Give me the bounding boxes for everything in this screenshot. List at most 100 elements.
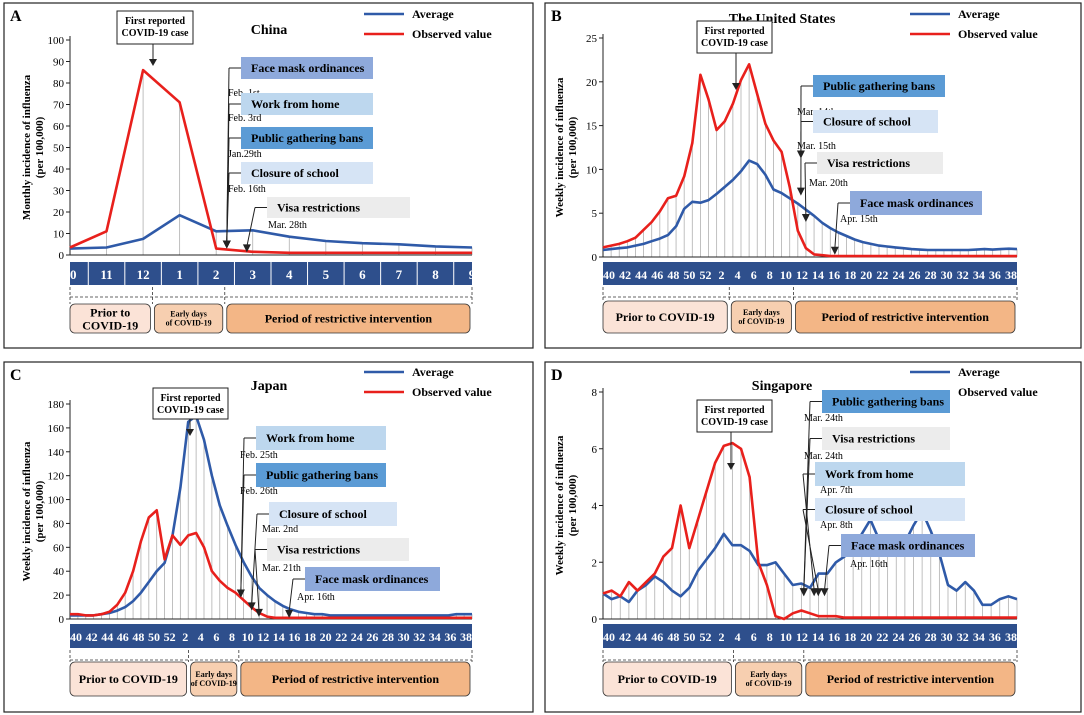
x-tick-label: 44 <box>635 630 647 644</box>
x-tick-label: 42 <box>86 630 98 644</box>
x-tick-label: 12 <box>796 630 808 644</box>
x-tick-label: 46 <box>651 630 663 644</box>
x-tick-label: 4 <box>198 630 204 644</box>
intervention-box <box>267 197 410 218</box>
legend-average-label: Average <box>412 7 454 21</box>
intervention-date: Apr. 15th <box>840 214 878 225</box>
first-case-line2: COVID-19 case <box>701 38 768 49</box>
x-tick-label: 32 <box>957 630 969 644</box>
y-tick-label: 180 <box>48 399 65 411</box>
intervention-label: Visa restrictions <box>277 201 360 215</box>
intervention-label: Work from home <box>825 467 914 481</box>
intervention-box <box>841 534 975 557</box>
x-tick-label: 6 <box>751 630 757 644</box>
first-case-box <box>696 20 773 54</box>
legend-average-label: Average <box>958 7 1000 21</box>
y-tick-label: 20 <box>586 77 598 89</box>
intervention-box <box>850 191 982 215</box>
x-tick-label: 38 <box>460 630 472 644</box>
first-case-arrow-head <box>732 83 740 90</box>
phase-restrictive: Period of restrictive intervention <box>805 661 1016 697</box>
series-average-line <box>69 213 473 250</box>
x-tick-label: 10 <box>780 630 792 644</box>
intervention-box <box>269 502 397 526</box>
x-tick-label: 14 <box>273 630 285 644</box>
first-case-line1: First reported <box>704 405 765 416</box>
intervention-arrow-head <box>242 244 251 253</box>
intervention-box <box>267 538 409 561</box>
intervention-annotation: Visa restrictions Mar. 21th <box>254 538 409 617</box>
intervention-annotation: Closure of school Mar. 2nd <box>247 502 397 611</box>
intervention-arrow-head <box>814 588 823 597</box>
x-tick-label: 18 <box>844 630 856 644</box>
intervention-arrow-line <box>834 202 839 249</box>
phase-box <box>602 300 728 334</box>
intervention-date: Apr. 16th <box>297 592 335 603</box>
intervention-label: Public gathering bans <box>251 131 363 145</box>
intervention-box <box>256 426 386 450</box>
x-tick-label: 30 <box>941 630 953 644</box>
intervention-label: Public gathering bans <box>266 468 378 482</box>
first-case-line2: COVID-19 case <box>122 28 189 39</box>
intervention-arrow-line <box>254 549 260 611</box>
intervention-box <box>813 75 945 97</box>
x-tick-label: 20 <box>860 268 872 282</box>
x-tick-label: 46 <box>117 630 129 644</box>
x-tick-label: 20 <box>320 630 332 644</box>
x-tick-label: 24 <box>892 268 904 282</box>
x-tick-label: 5 <box>323 267 330 282</box>
x-tick-label: 2 <box>182 630 188 644</box>
panel-frame <box>544 2 1082 349</box>
intervention-date: Feb. 16th <box>228 184 266 195</box>
intervention-arrow-head <box>820 588 829 597</box>
legend-average-label: Average <box>412 365 454 379</box>
x-tick-label: 11 <box>100 267 112 282</box>
intervention-box <box>241 162 373 184</box>
intervention-label: Face mask ordinances <box>860 196 974 210</box>
intervention-box <box>241 57 373 79</box>
x-tick-label: 40 <box>603 268 615 282</box>
intervention-box <box>815 462 965 486</box>
y-tick-label: 20 <box>53 590 65 602</box>
intervention-arrow-head <box>247 602 256 611</box>
intervention-arrow-head <box>830 246 839 255</box>
intervention-arrow-head <box>796 187 805 196</box>
x-tick-label: 30 <box>398 630 410 644</box>
x-tick-label: 12 <box>257 630 269 644</box>
x-tick-label: 4 <box>735 630 741 644</box>
intervention-label: Closure of school <box>279 507 367 521</box>
panel-frame <box>544 361 1082 713</box>
y-tick-label: 100 <box>48 35 65 47</box>
intervention-label: Closure of school <box>825 503 913 517</box>
intervention-date: Jan.29th <box>228 149 262 160</box>
x-tick-label: 50 <box>683 268 695 282</box>
x-tick-label: 6 <box>359 267 366 282</box>
phase-box <box>240 661 471 697</box>
x-tick-label: 34 <box>429 630 441 644</box>
phase-box <box>735 661 803 697</box>
intervention-date: Mar. 28th <box>268 220 307 231</box>
x-tick-label: 26 <box>909 268 921 282</box>
y-tick-label: 4 <box>592 501 598 513</box>
intervention-arrow-line <box>802 509 819 591</box>
intervention-arrow-line <box>804 162 807 216</box>
phase-prior: Prior to COVID-19 <box>602 300 728 334</box>
x-tick-label: 10 <box>242 630 254 644</box>
intervention-annotation: Public gathering bans Feb. 26th <box>236 463 386 598</box>
x-tick-label: 52 <box>699 630 711 644</box>
x-tick-label: 40 <box>603 630 615 644</box>
intervention-annotation: Face mask ordinances Apr. 15th <box>830 191 982 255</box>
y-tick-label: 6 <box>592 444 598 456</box>
x-tick-label: 12 <box>137 267 150 282</box>
intervention-annotation: Visa restrictions Mar. 28th <box>242 197 410 253</box>
x-tick-label: 32 <box>957 268 969 282</box>
phase-box <box>69 303 151 334</box>
x-tick-band <box>603 262 1017 285</box>
x-tick-label: 44 <box>101 630 113 644</box>
x-tick-label: 36 <box>444 630 456 644</box>
intervention-arrow-line <box>226 172 230 243</box>
intervention-annotation: Work from home Apr. 7th <box>802 462 965 597</box>
x-tick-label: 38 <box>1005 630 1017 644</box>
